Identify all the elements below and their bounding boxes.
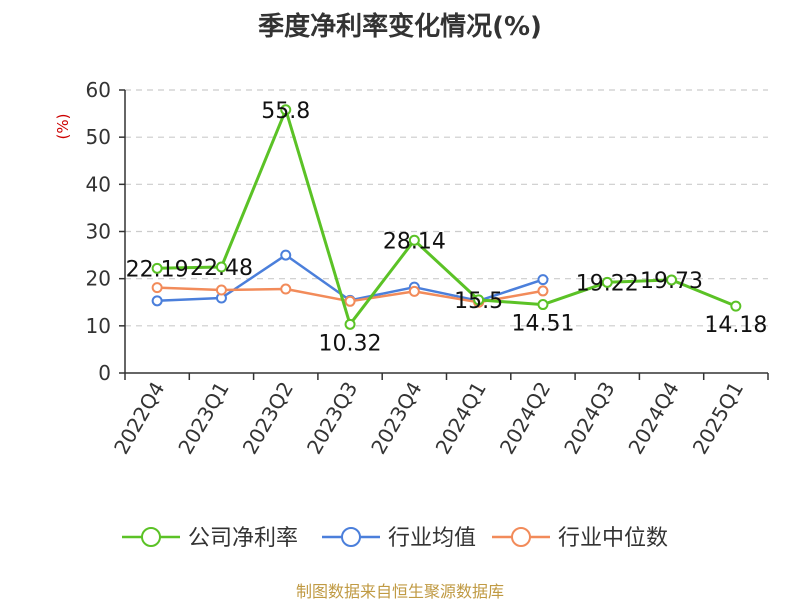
data-point: [408, 234, 420, 246]
data-label: 22.48: [190, 256, 253, 281]
legend-label: 行业中位数: [558, 526, 668, 551]
data-label: 14.18: [704, 313, 767, 338]
data-point: [151, 282, 163, 294]
data-label: 10.32: [319, 331, 382, 356]
data-point: [537, 274, 549, 286]
x-tick-label: 2025Q1: [688, 378, 748, 459]
data-point: [280, 104, 292, 116]
series-line: [157, 108, 737, 326]
series: [151, 104, 742, 330]
y-tick-label: 60: [86, 78, 111, 102]
data-label: 15.5: [454, 289, 503, 314]
x-tick-label: 2024Q3: [559, 378, 619, 459]
legend: 公司净利率 行业均值 行业中位数: [122, 526, 668, 551]
data-point: [344, 318, 356, 330]
grid-lines: [125, 89, 768, 327]
data-point: [537, 285, 549, 297]
x-tick-label: 2023Q1: [173, 378, 233, 459]
y-tick-label: 0: [98, 361, 111, 385]
y-tick-label: 10: [86, 314, 111, 338]
legend-marker: [511, 527, 531, 547]
data-point: [151, 262, 163, 274]
data-point: [666, 274, 678, 286]
chart-title: 季度净利率变化情况(%): [258, 12, 542, 42]
data-label: 19.73: [640, 269, 703, 294]
data-point: [215, 284, 227, 296]
legend-marker: [141, 527, 161, 547]
data-point: [537, 299, 549, 311]
data-point: [215, 261, 227, 273]
data-point: [344, 295, 356, 307]
legend-label: 行业均值: [388, 526, 476, 551]
y-tick-label: 50: [86, 125, 111, 149]
data-point: [473, 294, 485, 306]
data-point: [408, 285, 420, 297]
y-tick-label: 30: [86, 220, 111, 244]
legend-marker: [341, 527, 361, 547]
y-axis-label: (%): [54, 114, 72, 140]
x-tick-label: 2023Q3: [302, 378, 362, 459]
y-tick-label: 20: [86, 267, 111, 291]
data-point: [280, 283, 292, 295]
data-point: [730, 300, 742, 312]
data-point: [151, 295, 163, 307]
x-tick-label: 2023Q2: [238, 378, 298, 459]
data-label: 14.51: [511, 312, 574, 337]
data-point: [601, 276, 613, 288]
data-point: [280, 249, 292, 261]
data-label: 28.14: [383, 229, 446, 254]
data-label: 19.22: [576, 271, 639, 296]
x-tick-label: 2023Q4: [366, 378, 426, 459]
data-label: 22.19: [126, 257, 189, 282]
y-tick-label: 40: [86, 172, 111, 196]
x-tick-label: 2022Q4: [109, 378, 169, 459]
x-tick-label: 2024Q4: [623, 378, 683, 459]
x-tick-label: 2024Q2: [495, 378, 555, 459]
source-note: 制图数据来自恒生聚源数据库: [295, 582, 504, 601]
legend-label: 公司净利率: [188, 526, 298, 551]
x-tick-label: 2024Q1: [431, 378, 491, 459]
data-label: 55.8: [261, 99, 310, 124]
